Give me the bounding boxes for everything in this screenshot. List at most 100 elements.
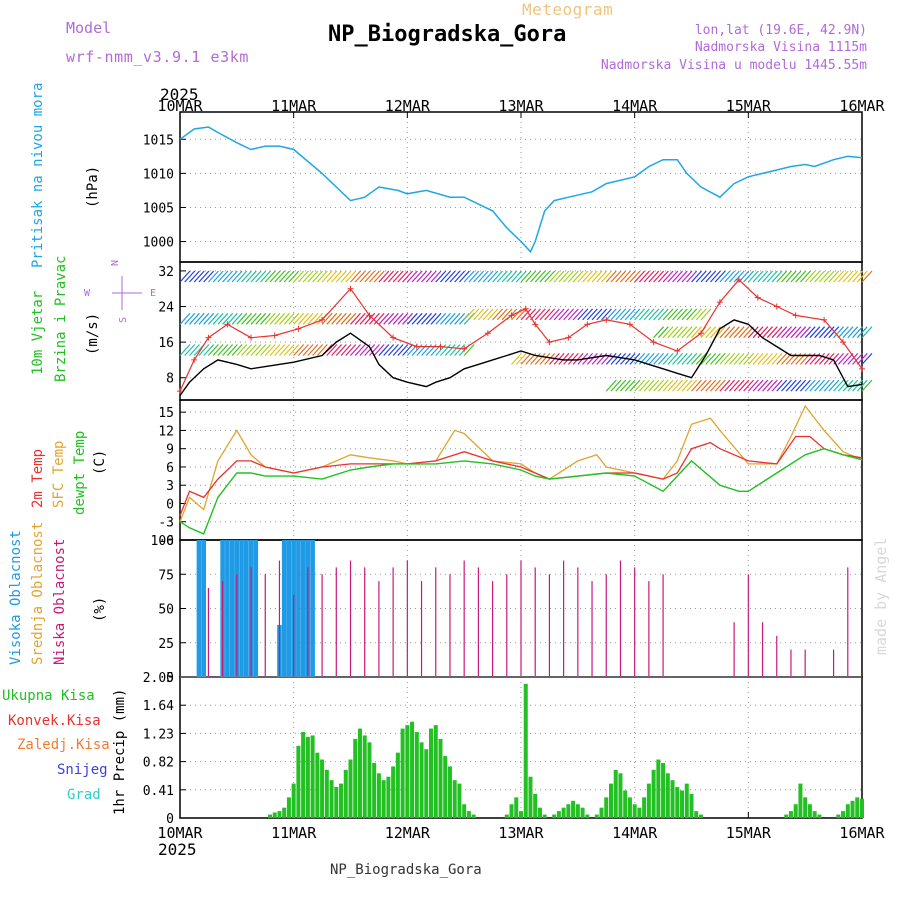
wind-barb [643,379,655,392]
y-tick-label: 75 [158,568,174,583]
precip-bar [632,804,637,818]
wind-barb [577,308,589,321]
wind-barb [558,270,570,283]
wind-barb [203,344,215,356]
wind-barb [255,344,267,356]
wind-barb [250,270,262,283]
wind-barb [236,270,248,283]
precip-bar [277,811,282,818]
wind-barb [326,312,338,325]
precip-bar [471,814,476,818]
precip-bar [381,780,386,818]
wind-barb [496,270,508,283]
wind-barb [449,344,461,356]
precip-bar [680,790,685,818]
wind-barb [700,326,712,339]
wind-barb [293,270,305,283]
wind-barb [241,344,253,356]
y-tick-label: 2.05 [143,671,174,686]
wind-barb [710,326,721,339]
precip-bar [395,752,400,818]
wind-barb [397,270,409,283]
wind-barb [269,344,281,356]
wind-barb [553,270,565,283]
wind-barb [700,308,712,321]
y-tick-label: 0.41 [143,784,174,799]
wind-barb [245,312,257,325]
wind-barb [799,379,811,392]
wind-barb [212,344,224,356]
y-tick-label: 0 [166,497,174,512]
wind-barb [534,308,546,321]
wind-gust-marker [390,334,397,341]
precip-bar [509,804,514,818]
wind-barb [672,270,683,283]
wind-barb [757,270,769,283]
wind-barb [207,312,219,325]
wind-barb [335,312,347,325]
pressure-unit: (hPa) [85,166,101,208]
precip-bar [850,800,855,818]
precip-bar [556,811,561,818]
wind-gust-marker [603,316,610,323]
precip-bar [689,793,694,818]
wind-barb [236,312,248,325]
wind-gust-marker [508,312,515,319]
wind-barb [738,379,750,392]
wind-barb [312,270,324,283]
wind-barb [852,352,863,365]
wind-barb [435,270,447,283]
wind-barb [307,312,319,325]
wind-barb [515,308,527,321]
wind-barb [842,270,854,283]
wind-barb [250,312,262,325]
wind-barb [274,344,286,356]
precip-bar [661,762,666,818]
wind-gust-marker [716,299,723,306]
wind-barb [657,270,669,283]
compass-south: S [118,317,129,323]
precip-bar [675,787,680,818]
wind-barb [369,312,380,325]
wind-barb [823,379,835,392]
wind-barb [833,270,845,283]
precip-bar [665,773,670,818]
precip-bar [457,783,462,818]
wind-barb [747,352,759,365]
precip-bar [623,790,628,818]
wind-barb [724,270,736,283]
wind-barb [378,270,390,283]
wind-barb [501,308,513,321]
wind-barb [809,326,821,339]
wind-barb [302,344,314,356]
wind-barb [312,344,324,356]
chart-subtitle: Meteogram [522,0,614,19]
wind-barb [264,344,276,356]
wind-barb [686,308,698,321]
cloud-high-bar [281,540,287,677]
wind-barb [814,270,826,283]
wind-gust-marker [224,321,231,328]
wind-barb [406,270,418,283]
wind-barb [837,379,849,392]
wind-barb [648,352,660,365]
wind-barb [425,270,437,283]
wind-barb [544,352,556,365]
wind-barb [567,270,579,283]
wind-barb [634,308,646,321]
wind-barb [184,312,196,325]
wind-barb [577,270,589,283]
wind-barb [681,352,693,365]
wind-barb [345,344,357,356]
wind-barb [359,270,371,283]
y-tick-label: 1005 [143,201,174,216]
precip-bar [400,728,405,818]
wind-barb [766,352,778,365]
wind-barb [586,352,598,365]
wind-barb [653,379,665,392]
wind-barb [468,308,480,321]
wind-barb [260,344,271,356]
wind-barb [567,352,579,365]
wind-barb [620,379,631,392]
wind-barb [482,270,494,283]
